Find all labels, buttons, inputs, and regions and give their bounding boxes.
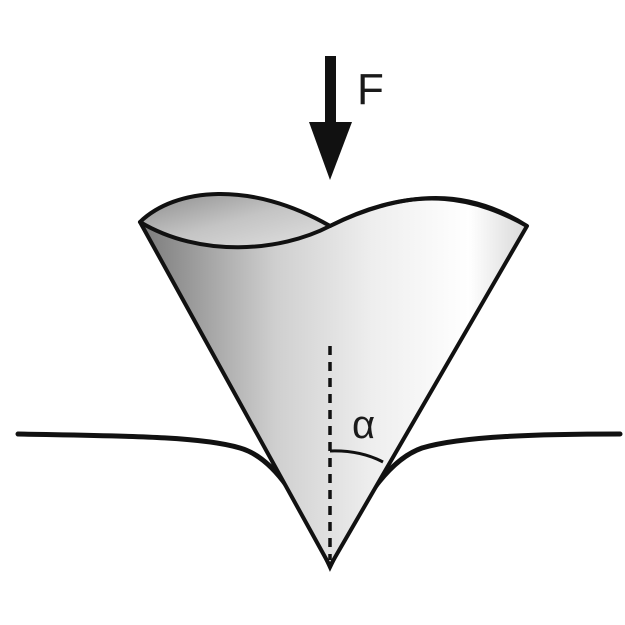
angle-label: α xyxy=(352,403,375,447)
force-label: F xyxy=(357,65,384,114)
angle-arc xyxy=(329,449,384,464)
cone-rim xyxy=(329,196,529,228)
cone-indenter xyxy=(138,196,529,568)
force-arrow xyxy=(309,56,352,180)
